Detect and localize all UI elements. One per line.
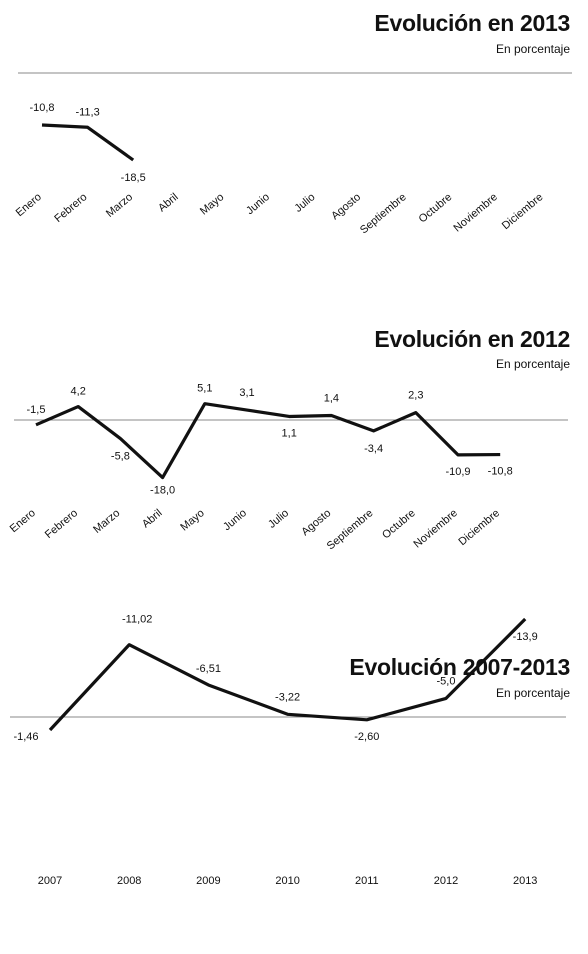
data-label: 2,3 (408, 390, 423, 402)
chart-title: Evolución en 2012 (374, 326, 570, 352)
x-tick-label: 2013 (513, 875, 537, 887)
data-label: 3,1 (239, 387, 254, 399)
x-tick-label: 2008 (117, 875, 141, 887)
data-label: -13,9 (513, 631, 538, 643)
series-line (41, 123, 135, 162)
data-label: -2,60 (354, 731, 379, 743)
series-line (48, 617, 527, 732)
data-label: -3,22 (275, 691, 300, 703)
data-label: -11,02 (122, 614, 152, 626)
data-label: -10,8 (29, 102, 54, 114)
data-label: 4,2 (71, 386, 86, 398)
data-label: 1,4 (324, 393, 339, 405)
data-label: -3,4 (364, 443, 383, 455)
data-label: -5,0 (437, 675, 456, 687)
chart-title: Evolución 2007-2013 (349, 654, 570, 680)
data-label: -5,8 (111, 451, 130, 463)
chart-title: Evolución en 2013 (374, 10, 570, 36)
data-label: 5,1 (197, 383, 212, 395)
data-label: -1,5 (27, 404, 46, 416)
x-tick-label: 2010 (275, 875, 299, 887)
series-line (35, 402, 501, 480)
data-label: -18,0 (150, 485, 175, 497)
chart-2013: Evolución en 2013 En porcentaje -10,8 -11… (0, 0, 588, 300)
x-tick-label: 2009 (196, 875, 220, 887)
data-label: -10,9 (445, 466, 470, 478)
line-chart-2012: -1,5 4,2 -5,8 -18,0 5,1 3,1 1,1 1,4 -3,4 2,3 -10,9… (8, 383, 568, 552)
data-label: -1,46 (13, 731, 38, 743)
chart-subtitle: En porcentaje (495, 357, 570, 371)
data-label: -11,3 (75, 106, 99, 118)
x-tick-label: 2012 (434, 875, 458, 887)
data-label: 1,1 (282, 427, 297, 439)
data-label: -10,8 (488, 466, 513, 478)
data-label: -18,5 (121, 172, 146, 184)
data-label: -6,51 (196, 663, 221, 675)
x-tick-label: 2011 (355, 875, 379, 887)
chart-2012: Evolución en 2012 En porcentaje -1,5 4,2-… (8, 326, 571, 552)
chart-subtitle: En porcentaje (495, 686, 570, 700)
chart-subtitle: En porcentaje (495, 42, 570, 56)
x-tick-label: 2007 (38, 875, 62, 887)
